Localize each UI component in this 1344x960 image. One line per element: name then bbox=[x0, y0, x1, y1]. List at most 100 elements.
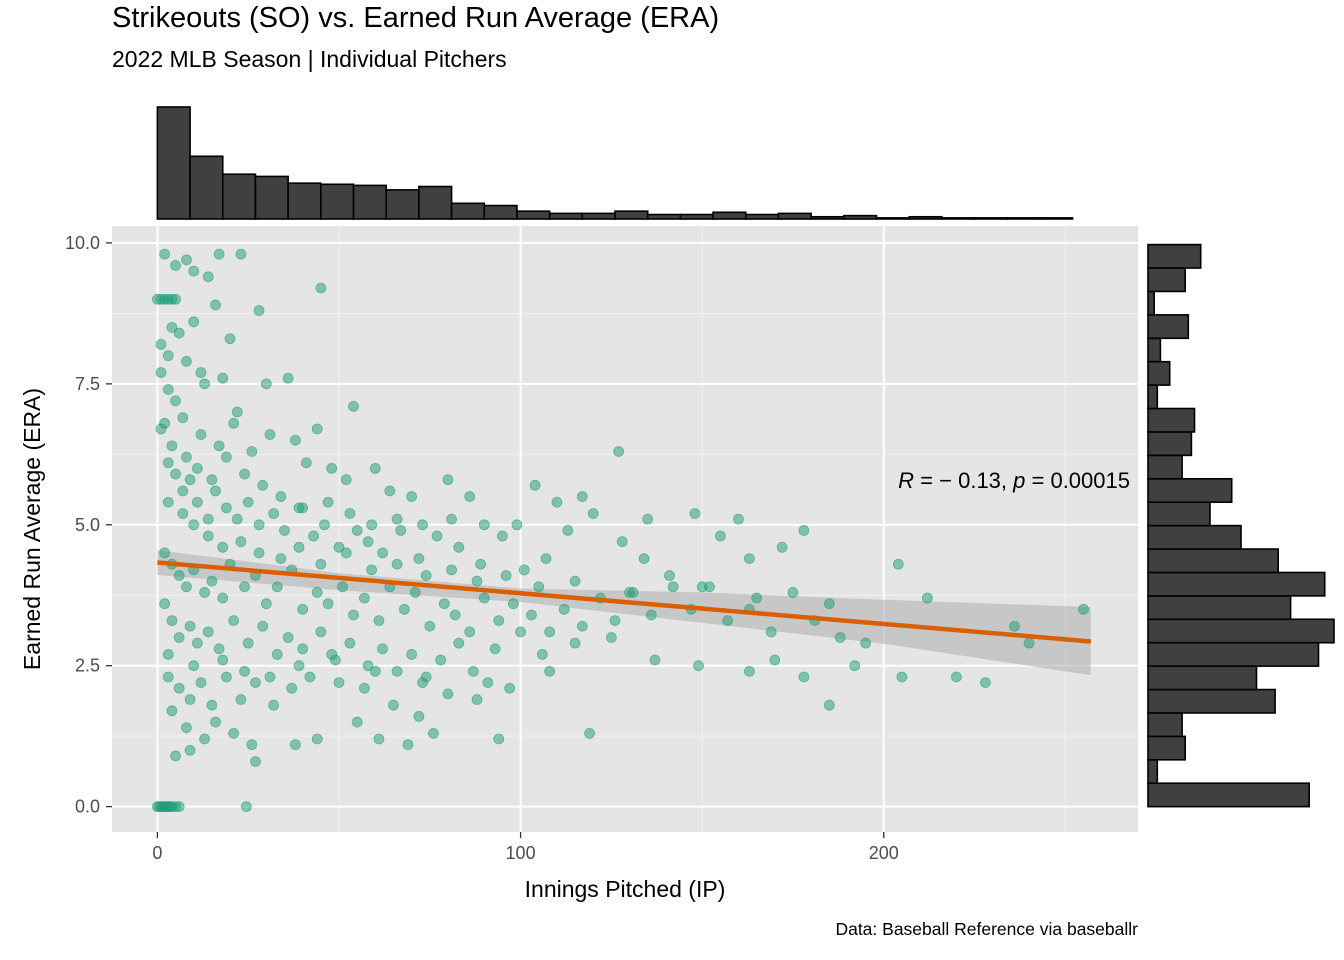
x-axis-title: Innings Pitched (IP) bbox=[525, 876, 726, 902]
data-point bbox=[624, 587, 635, 598]
data-point bbox=[348, 609, 359, 621]
data-point bbox=[221, 451, 232, 463]
data-point bbox=[751, 592, 763, 604]
x-histogram-bar bbox=[908, 215, 943, 220]
data-point bbox=[166, 440, 178, 452]
data-point bbox=[526, 609, 537, 621]
data-point bbox=[500, 570, 512, 581]
data-point bbox=[228, 727, 240, 739]
data-point bbox=[482, 677, 494, 689]
data-point bbox=[202, 513, 214, 525]
data-point bbox=[195, 429, 207, 440]
y-histogram-bar bbox=[1147, 477, 1233, 503]
y-histogram-bar bbox=[1147, 314, 1190, 340]
x-histogram-bar bbox=[221, 173, 257, 220]
data-point bbox=[366, 564, 378, 576]
y-histogram-bar bbox=[1147, 524, 1242, 550]
data-point bbox=[369, 665, 381, 677]
y-tick-label: 5.0 bbox=[75, 515, 100, 535]
data-point bbox=[311, 423, 323, 435]
data-point bbox=[162, 457, 174, 469]
data-point bbox=[315, 558, 327, 570]
data-point bbox=[406, 491, 418, 502]
data-point bbox=[242, 496, 254, 508]
data-point bbox=[921, 592, 933, 604]
data-point bbox=[722, 615, 733, 627]
y-histogram-bar bbox=[1147, 688, 1276, 714]
data-point bbox=[344, 508, 356, 519]
data-point bbox=[333, 541, 345, 553]
data-point bbox=[613, 446, 625, 457]
data-point bbox=[649, 654, 661, 666]
data-point bbox=[228, 615, 240, 627]
data-point bbox=[300, 457, 312, 469]
data-point bbox=[384, 485, 396, 497]
x-histogram-bar bbox=[418, 185, 453, 220]
data-point bbox=[170, 293, 181, 305]
data-point bbox=[217, 541, 229, 553]
data-point bbox=[162, 384, 174, 395]
data-point bbox=[188, 519, 200, 531]
data-point bbox=[743, 665, 755, 677]
data-point bbox=[798, 671, 810, 683]
data-point bbox=[464, 626, 476, 638]
regression-line bbox=[157, 560, 1091, 644]
data-point bbox=[210, 485, 221, 497]
data-point bbox=[896, 671, 908, 683]
data-point bbox=[493, 733, 505, 745]
data-point bbox=[478, 592, 490, 604]
data-point bbox=[377, 547, 388, 559]
data-point bbox=[359, 592, 370, 604]
data-point bbox=[860, 637, 872, 649]
x-histogram-bar bbox=[385, 189, 420, 220]
x-histogram-bar bbox=[450, 202, 486, 220]
data-point bbox=[202, 530, 214, 542]
data-point bbox=[834, 632, 846, 643]
r-value: = − 0.13, bbox=[914, 468, 1013, 493]
data-point bbox=[823, 699, 835, 711]
x-histogram-bar bbox=[679, 213, 714, 220]
data-point bbox=[569, 575, 581, 587]
x-axis: 0 100 200 bbox=[152, 832, 899, 863]
data-point bbox=[181, 355, 192, 367]
data-point bbox=[518, 564, 530, 576]
data-point bbox=[159, 547, 171, 559]
data-point bbox=[373, 615, 385, 627]
data-point bbox=[162, 649, 174, 660]
data-point bbox=[173, 632, 185, 643]
y-histogram-bar bbox=[1147, 290, 1155, 316]
p-value: = 0.00015 bbox=[1025, 468, 1130, 493]
data-point bbox=[260, 598, 272, 610]
y-histogram-bar bbox=[1147, 407, 1196, 433]
data-point bbox=[195, 367, 207, 378]
data-point bbox=[315, 626, 327, 638]
data-point bbox=[199, 587, 211, 598]
data-point bbox=[584, 727, 595, 739]
data-point bbox=[195, 677, 207, 689]
data-point bbox=[166, 705, 178, 717]
y-histogram-bar bbox=[1147, 735, 1187, 761]
data-point bbox=[246, 446, 258, 457]
data-point bbox=[250, 756, 261, 767]
data-point bbox=[271, 649, 283, 660]
y-histogram-bar bbox=[1147, 384, 1159, 410]
data-point bbox=[239, 468, 250, 480]
data-point bbox=[224, 333, 236, 345]
data-point bbox=[340, 547, 352, 559]
data-point bbox=[166, 615, 178, 627]
data-point bbox=[540, 553, 552, 564]
y-tick-label: 0.0 bbox=[75, 797, 100, 817]
x-histogram-bar bbox=[287, 182, 322, 220]
data-point bbox=[980, 677, 991, 689]
data-point bbox=[304, 671, 316, 683]
y-tick-label: 2.5 bbox=[75, 656, 100, 676]
data-point bbox=[373, 733, 385, 745]
data-point bbox=[362, 660, 374, 672]
data-point bbox=[184, 744, 196, 756]
x-tick-label: 100 bbox=[506, 843, 536, 863]
data-point bbox=[388, 699, 399, 711]
data-point bbox=[235, 248, 247, 260]
data-point bbox=[562, 525, 574, 536]
data-point bbox=[166, 322, 178, 333]
data-point bbox=[188, 265, 200, 277]
